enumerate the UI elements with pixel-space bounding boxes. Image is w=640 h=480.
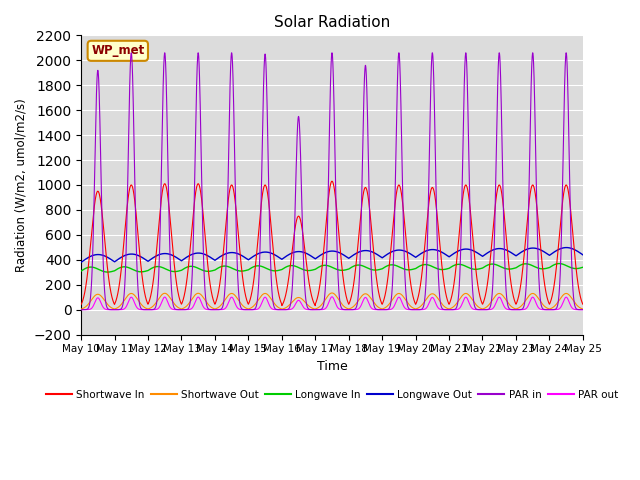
X-axis label: Time: Time xyxy=(317,360,348,373)
Legend: Shortwave In, Shortwave Out, Longwave In, Longwave Out, PAR in, PAR out: Shortwave In, Shortwave Out, Longwave In… xyxy=(42,386,622,404)
Y-axis label: Radiation (W/m2, umol/m2/s): Radiation (W/m2, umol/m2/s) xyxy=(15,98,28,272)
Title: Solar Radiation: Solar Radiation xyxy=(274,15,390,30)
Text: WP_met: WP_met xyxy=(91,44,145,57)
